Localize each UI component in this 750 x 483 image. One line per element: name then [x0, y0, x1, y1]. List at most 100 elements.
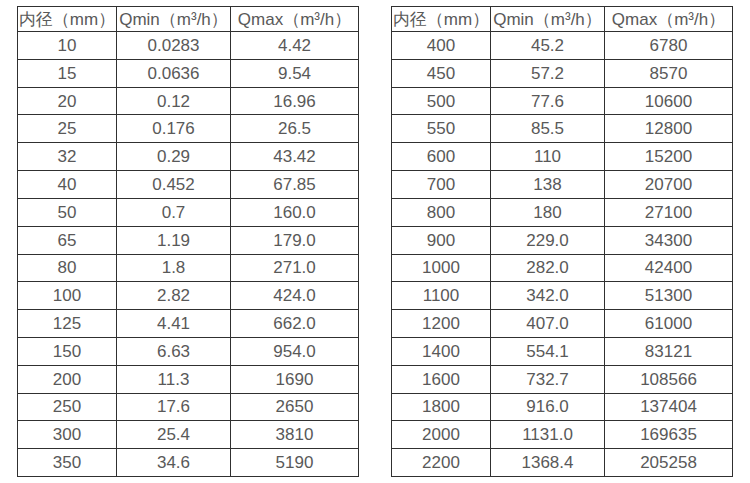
table-cell-d: 80	[18, 254, 117, 282]
table-row: 100.02834.42	[18, 32, 359, 60]
table-cell-qmin: 0.452	[117, 171, 231, 199]
header-qmin: Qmin（m³/h）	[117, 7, 231, 32]
table-cell-d: 20	[18, 87, 117, 115]
table-row: 1506.63954.0	[18, 337, 359, 365]
table-cell-qmax: 15200	[605, 143, 733, 171]
header-row: 内径（mm） Qmin（m³/h） Qmax（m³/h）	[392, 7, 733, 32]
table-cell-qmin: 4.41	[117, 310, 231, 338]
table-row: 20001131.0169635	[392, 421, 733, 449]
table-cell-qmin: 342.0	[491, 282, 605, 310]
table-cell-d: 2000	[392, 421, 491, 449]
table-cell-qmax: 61000	[605, 310, 733, 338]
table-cell-qmax: 5190	[231, 449, 359, 477]
table-cell-d: 1100	[392, 282, 491, 310]
table-cell-d: 32	[18, 143, 117, 171]
table-row: 900229.034300	[392, 226, 733, 254]
table-row: 500.7160.0	[18, 198, 359, 226]
table-cell-qmax: 51300	[605, 282, 733, 310]
table-cell-qmin: 0.29	[117, 143, 231, 171]
table-row: 25017.62650	[18, 393, 359, 421]
table-cell-qmax: 179.0	[231, 226, 359, 254]
table-cell-qmin: 554.1	[491, 337, 605, 365]
table-cell-qmax: 4.42	[231, 32, 359, 60]
table-cell-qmax: 27100	[605, 198, 733, 226]
flow-table-left: 内径（mm） Qmin（m³/h） Qmax（m³/h） 100.02834.4…	[17, 6, 359, 477]
table-cell-d: 600	[392, 143, 491, 171]
table-cell-qmin: 138	[491, 171, 605, 199]
table-cell-qmin: 57.2	[491, 59, 605, 87]
table-cell-qmax: 12800	[605, 115, 733, 143]
table-cell-d: 1400	[392, 337, 491, 365]
table-row: 1254.41662.0	[18, 310, 359, 338]
table-cell-qmin: 1368.4	[491, 449, 605, 477]
table-cell-d: 1000	[392, 254, 491, 282]
table-cell-d: 1200	[392, 310, 491, 338]
table-cell-qmax: 954.0	[231, 337, 359, 365]
table-row: 801.8271.0	[18, 254, 359, 282]
table-cell-qmax: 169635	[605, 421, 733, 449]
table-cell-qmin: 110	[491, 143, 605, 171]
table-cell-d: 200	[18, 365, 117, 393]
table-cell-qmin: 0.7	[117, 198, 231, 226]
table-row: 250.17626.5	[18, 115, 359, 143]
table-cell-d: 1800	[392, 393, 491, 421]
table-cell-qmin: 0.12	[117, 87, 231, 115]
table-row: 400.45267.85	[18, 171, 359, 199]
table-cell-qmax: 424.0	[231, 282, 359, 310]
table-row: 30025.43810	[18, 421, 359, 449]
table-row: 20011.31690	[18, 365, 359, 393]
header-qmin: Qmin（m³/h）	[491, 7, 605, 32]
table-cell-qmin: 45.2	[491, 32, 605, 60]
table-cell-d: 65	[18, 226, 117, 254]
table-row: 651.19179.0	[18, 226, 359, 254]
table-cell-d: 125	[18, 310, 117, 338]
table-cell-d: 350	[18, 449, 117, 477]
table-cell-qmin: 11.3	[117, 365, 231, 393]
table-cell-qmin: 85.5	[491, 115, 605, 143]
table-cell-qmin: 0.0636	[117, 59, 231, 87]
table-row: 80018027100	[392, 198, 733, 226]
table-cell-d: 25	[18, 115, 117, 143]
table-cell-qmin: 732.7	[491, 365, 605, 393]
table-cell-d: 100	[18, 282, 117, 310]
table-cell-qmax: 8570	[605, 59, 733, 87]
table-cell-qmax: 3810	[231, 421, 359, 449]
table-cell-qmax: 271.0	[231, 254, 359, 282]
table-row: 320.2943.42	[18, 143, 359, 171]
table-cell-qmax: 67.85	[231, 171, 359, 199]
table-cell-qmax: 42400	[605, 254, 733, 282]
table-cell-qmax: 83121	[605, 337, 733, 365]
table-cell-d: 800	[392, 198, 491, 226]
table-cell-d: 50	[18, 198, 117, 226]
header-qmax: Qmax（m³/h）	[605, 7, 733, 32]
table-cell-qmin: 2.82	[117, 282, 231, 310]
table-row: 60011015200	[392, 143, 733, 171]
table-cell-qmax: 662.0	[231, 310, 359, 338]
table-row: 50077.610600	[392, 87, 733, 115]
table-row: 55085.512800	[392, 115, 733, 143]
table-row: 1800916.0137404	[392, 393, 733, 421]
table-row: 1000282.042400	[392, 254, 733, 282]
tables-container: 内径（mm） Qmin（m³/h） Qmax（m³/h） 100.02834.4…	[17, 6, 733, 477]
table-cell-qmax: 16.96	[231, 87, 359, 115]
table-cell-qmin: 25.4	[117, 421, 231, 449]
header-diameter: 内径（mm）	[18, 7, 117, 32]
table-cell-d: 900	[392, 226, 491, 254]
table-cell-qmin: 34.6	[117, 449, 231, 477]
table-cell-qmax: 20700	[605, 171, 733, 199]
table-cell-qmax: 9.54	[231, 59, 359, 87]
header-row: 内径（mm） Qmin（m³/h） Qmax（m³/h）	[18, 7, 359, 32]
table-cell-d: 550	[392, 115, 491, 143]
table-cell-d: 1600	[392, 365, 491, 393]
table-cell-d: 300	[18, 421, 117, 449]
table-cell-qmax: 137404	[605, 393, 733, 421]
table-cell-qmax: 26.5	[231, 115, 359, 143]
table-cell-d: 40	[18, 171, 117, 199]
table-cell-qmin: 916.0	[491, 393, 605, 421]
table-cell-d: 150	[18, 337, 117, 365]
table-cell-d: 10	[18, 32, 117, 60]
table-cell-qmax: 43.42	[231, 143, 359, 171]
table-cell-qmin: 1131.0	[491, 421, 605, 449]
table-cell-qmin: 0.176	[117, 115, 231, 143]
table-cell-d: 400	[392, 32, 491, 60]
